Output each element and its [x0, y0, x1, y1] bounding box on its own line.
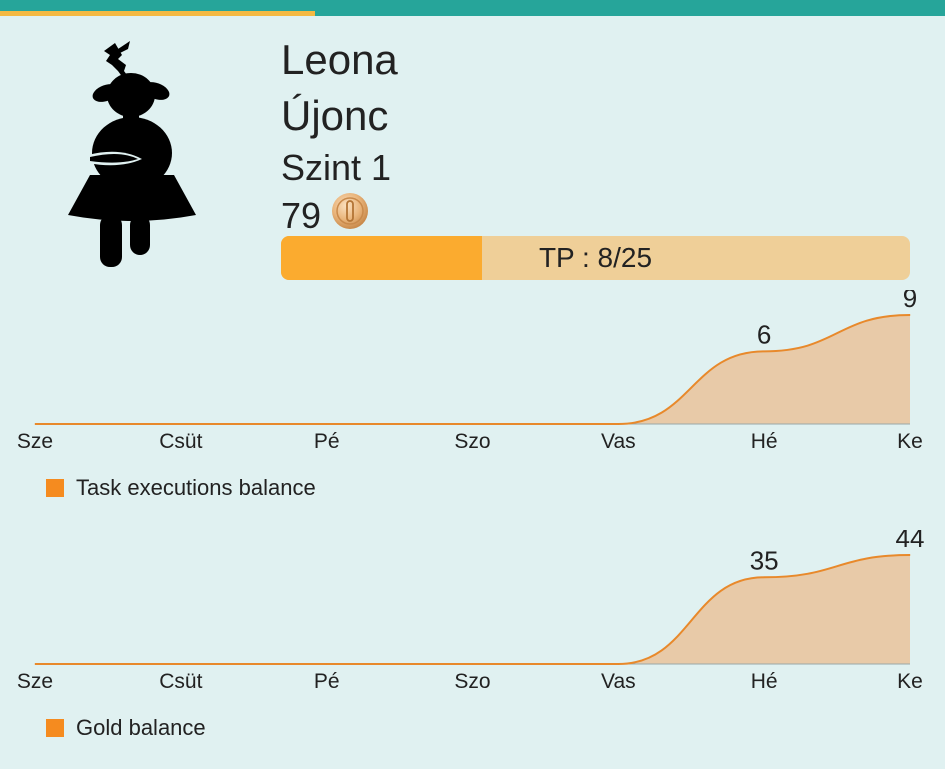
data-point: [326, 663, 328, 665]
x-tick-label: Csüt: [159, 430, 202, 453]
x-tick-label: Pé: [314, 670, 340, 693]
legend-label: Gold balance: [76, 715, 206, 740]
data-point: [180, 423, 182, 425]
chart-legend: Gold balance: [46, 715, 206, 741]
x-tick-label: Szo: [454, 670, 490, 693]
x-tick-label: Csüt: [159, 670, 202, 693]
data-point: [763, 576, 765, 578]
tp-progress-bar: TP : 8/25: [281, 236, 910, 280]
x-tick-label: Vas: [601, 670, 636, 693]
data-point: [472, 423, 473, 425]
gold-balance-chart: Sze Csüt Pé Szo Vas Hé Ke 35 44 Gold balance: [0, 530, 945, 745]
series-area: [35, 315, 910, 424]
gold-coin-icon: [331, 192, 369, 230]
tp-progress-label: TP : 8/25: [538, 242, 653, 273]
legend-swatch: [46, 479, 64, 497]
top-progress-indicator: [0, 11, 315, 16]
x-tick-label: Vas: [601, 430, 636, 453]
profile-name: Leona: [281, 36, 398, 83]
deer-girl-avatar-icon[interactable]: [60, 35, 205, 275]
legend-label: Task executions balance: [76, 475, 316, 500]
profile-rank: Újonc: [281, 92, 389, 139]
task-executions-chart: Sze Csüt Pé Szo Vas Hé Ke 6 9 Task executions ba…: [0, 290, 945, 505]
x-tick-label: Hé: [751, 670, 778, 693]
x-tick-label: Pé: [314, 430, 340, 453]
top-app-bar: [0, 0, 945, 16]
x-tick-label: Hé: [751, 430, 778, 453]
data-point: [180, 663, 182, 665]
data-label: 44: [896, 530, 925, 553]
data-label: 9: [903, 290, 917, 313]
x-tick-label: Sze: [17, 430, 53, 453]
x-tick-label: Ke: [897, 670, 923, 693]
profile-level: Szint 1: [281, 147, 392, 188]
tp-progress-fill: [281, 236, 483, 280]
data-point: [617, 423, 619, 425]
data-point: [326, 423, 328, 425]
data-label: 6: [757, 319, 771, 349]
x-tick-label: Ke: [897, 430, 923, 453]
x-tick-label: Szo: [454, 430, 490, 453]
series-area: [35, 555, 910, 664]
data-label: 35: [750, 545, 779, 575]
data-point: [34, 423, 36, 425]
data-point: [472, 663, 473, 665]
data-point: [34, 663, 36, 665]
data-point: [909, 554, 911, 556]
gold-amount: 79: [281, 195, 322, 236]
data-point: [617, 663, 619, 665]
legend-swatch: [46, 719, 64, 737]
chart-legend: Task executions balance: [46, 475, 316, 501]
data-point: [763, 350, 765, 352]
data-point: [909, 314, 911, 316]
x-tick-label: Sze: [17, 670, 53, 693]
